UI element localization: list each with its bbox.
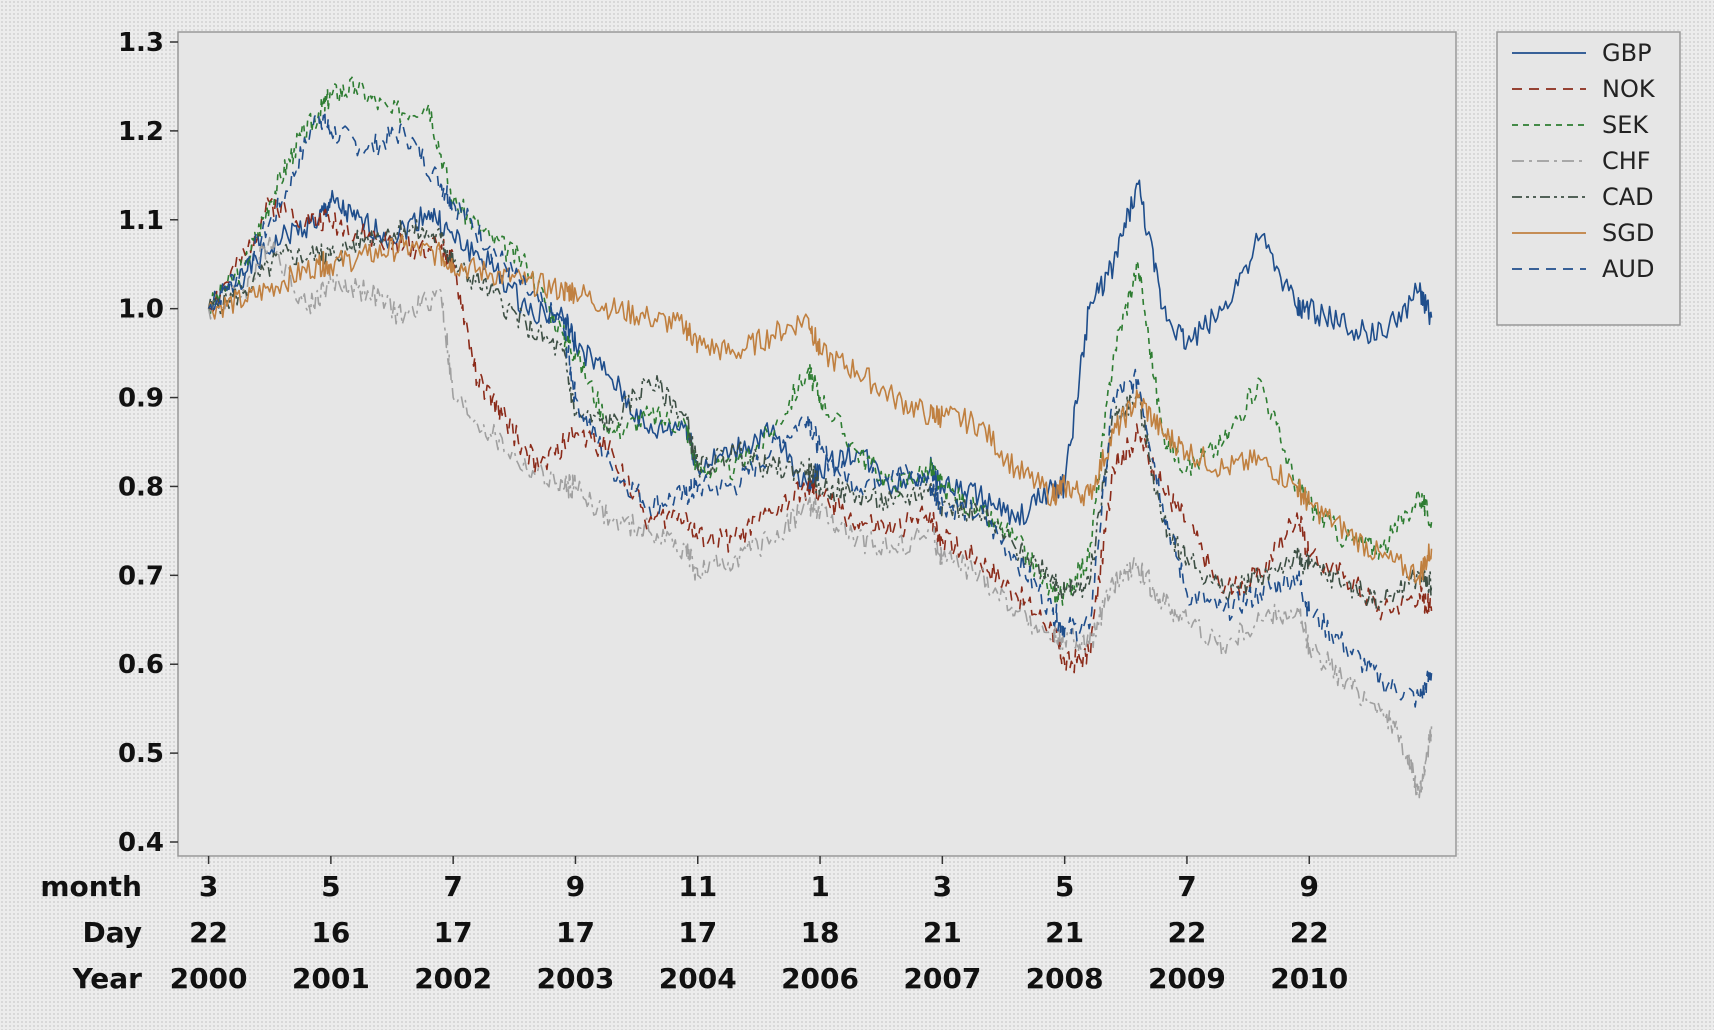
y-tick-label: 0.5 xyxy=(118,739,164,769)
y-tick-label: 0.4 xyxy=(118,828,164,858)
x-tick-label: 2010 xyxy=(1270,962,1348,995)
x-tick-label: 21 xyxy=(1045,916,1084,949)
x-tick-label: 2003 xyxy=(536,962,614,995)
x-tick-label: 18 xyxy=(801,916,840,949)
legend-label-cad: CAD xyxy=(1602,183,1654,211)
series-line-cad xyxy=(207,219,1433,612)
x-tick-label: 2006 xyxy=(781,962,859,995)
series-line-sek xyxy=(207,75,1433,606)
x-tick-label: 17 xyxy=(434,916,473,949)
x-tick-label: 5 xyxy=(1055,870,1074,903)
y-axis: 0.4 0.5 0.6 0.7 0.8 0.9 1.0 1.1 1.2 1.3 xyxy=(118,28,178,858)
legend-label-chf: CHF xyxy=(1602,147,1651,175)
legend-label-sek: SEK xyxy=(1602,111,1649,139)
series-line-sgd xyxy=(207,234,1433,586)
x-tick-label: 2001 xyxy=(292,962,370,995)
x-tick-label: 9 xyxy=(1300,870,1319,903)
legend-label-sgd: SGD xyxy=(1602,219,1654,247)
series-line-gbp xyxy=(207,179,1433,526)
y-tick-label: 0.8 xyxy=(118,472,164,502)
x-tick-label: 22 xyxy=(1290,916,1329,949)
x-tick-label: 17 xyxy=(556,916,595,949)
legend-box xyxy=(1496,31,1681,326)
x-tick-label: 2009 xyxy=(1148,962,1226,995)
x-tick-label: 2007 xyxy=(903,962,981,995)
x-tick-label: 2000 xyxy=(170,962,248,995)
x-tick-label: 16 xyxy=(311,916,350,949)
x-tick-label: 1 xyxy=(810,870,829,903)
x-tick-label: 21 xyxy=(923,916,962,949)
legend: GBP NOK SEK CHF CAD SGD AUD xyxy=(1496,31,1681,326)
x-tick-label: 7 xyxy=(443,870,462,903)
x-row-label: Day xyxy=(82,916,142,949)
y-tick-label: 0.9 xyxy=(118,384,164,414)
x-tick-label: 11 xyxy=(678,870,717,903)
x-tick-label: 17 xyxy=(678,916,717,949)
x-tick-label: 5 xyxy=(321,870,340,903)
legend-label-gbp: GBP xyxy=(1602,39,1652,67)
legend-label-aud: AUD xyxy=(1602,255,1654,283)
series-layer xyxy=(207,75,1433,799)
y-tick-label: 1.3 xyxy=(118,28,164,58)
x-tick-label: 7 xyxy=(1177,870,1196,903)
x-tick-label: 3 xyxy=(933,870,952,903)
x-tick-label: 2002 xyxy=(414,962,492,995)
y-tick-label: 0.6 xyxy=(118,650,164,680)
x-tick-label: 22 xyxy=(1167,916,1206,949)
x-row-label: Year xyxy=(72,962,143,995)
x-tick-label: 2004 xyxy=(659,962,737,995)
x-tick-label: 3 xyxy=(199,870,218,903)
y-tick-label: 1.0 xyxy=(118,295,164,325)
x-tick-label: 9 xyxy=(566,870,585,903)
y-tick-label: 1.1 xyxy=(118,206,164,236)
x-tick-label: 22 xyxy=(189,916,228,949)
series-line-aud xyxy=(207,109,1433,708)
series-line-nok xyxy=(208,195,1433,674)
series-line-chf xyxy=(207,236,1433,799)
y-tick-label: 0.7 xyxy=(118,561,164,591)
y-tick-label: 1.2 xyxy=(118,117,164,147)
legend-label-nok: NOK xyxy=(1602,75,1656,103)
x-row-label: month xyxy=(40,870,142,903)
x-tick-label: 2008 xyxy=(1026,962,1104,995)
